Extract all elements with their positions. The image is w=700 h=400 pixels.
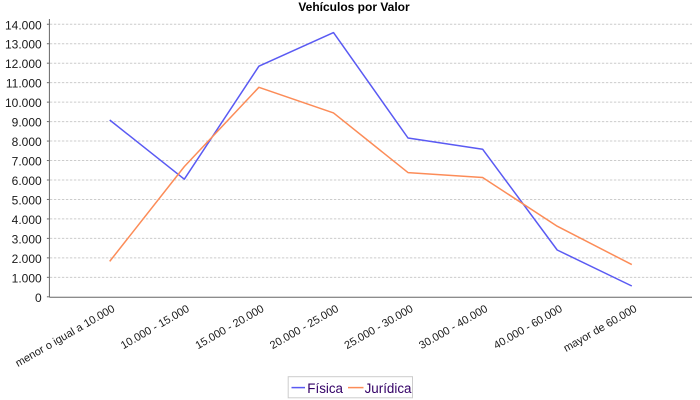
svg-text:12.000: 12.000 — [5, 57, 42, 71]
svg-text:0: 0 — [35, 291, 42, 305]
svg-text:14.000: 14.000 — [5, 18, 42, 32]
svg-text:2.000: 2.000 — [12, 252, 42, 266]
svg-text:4.000: 4.000 — [12, 213, 42, 227]
svg-text:Vehículos por Valor: Vehículos por Valor — [298, 0, 410, 14]
svg-text:3.000: 3.000 — [12, 232, 42, 246]
svg-text:9.000: 9.000 — [12, 116, 42, 130]
svg-text:11.000: 11.000 — [6, 77, 42, 91]
svg-text:13.000: 13.000 — [5, 38, 42, 52]
svg-text:6.000: 6.000 — [12, 174, 42, 188]
svg-text:10.000: 10.000 — [5, 96, 42, 110]
svg-text:1.000: 1.000 — [12, 271, 42, 285]
svg-text:8.000: 8.000 — [12, 135, 42, 149]
svg-text:Jurídica: Jurídica — [365, 381, 412, 396]
svg-text:7.000: 7.000 — [12, 155, 42, 169]
svg-text:5.000: 5.000 — [12, 194, 42, 208]
svg-text:Física: Física — [307, 381, 343, 396]
